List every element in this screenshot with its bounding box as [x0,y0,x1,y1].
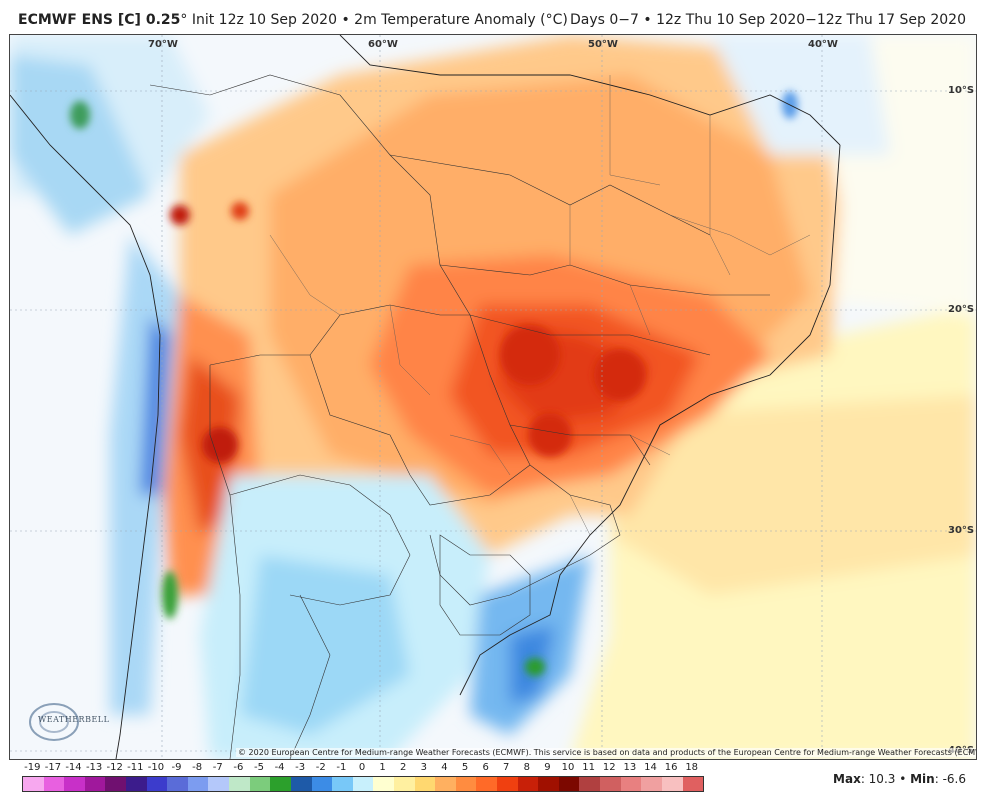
colorbar-label: 2 [400,762,407,773]
colorbar-label: 1 [379,762,386,773]
colorbar-swatch [332,777,353,791]
colorbar-swatch [229,777,250,791]
colorbar-label: -17 [44,762,62,773]
colorbar-label: 3 [420,762,427,773]
colorbar-labels: -19 -17 -14 -13 -12 -11 -10 -9 -8 -7 -6 -5 -4 -3 -2 -1 0… [22,762,702,776]
colorbar-label: 13 [623,762,637,773]
state-borders [269,75,811,536]
colorbar-label: 11 [582,762,596,773]
colorbar-swatch [84,777,106,791]
colorbar-swatch [497,777,518,791]
lat-label-20s: 20°S [948,304,975,315]
colorbar-label: -1 [336,762,347,773]
valid-period: Days 0−7 • 12z Thu 10 Sep 2020−12z Thu 1… [569,12,966,28]
colorbar-swatch [661,777,683,791]
colorbar-swatch [208,777,230,791]
lon-label-60w: 60°W [368,39,398,50]
colorbar-swatch [23,777,44,791]
colorbar-swatch [476,777,498,791]
map-title: ECMWF ENS [C] 0.25° Init 12z 10 Sep 2020… [18,12,568,28]
map-canvas [10,35,976,759]
weatherbell-logo: WEATHERBELL [24,699,110,745]
colorbar-swatch [249,777,271,791]
colorbar-swatch [43,777,65,791]
colorbar-label: 6 [482,762,489,773]
colorbar-swatch [435,777,456,791]
lon-label-40w: 40°W [808,39,838,50]
colorbar-swatch [146,777,168,791]
colorbar-label: 16 [664,762,678,773]
logo-text: WEATHERBELL [38,715,110,724]
map-header: ECMWF ENS [C] 0.25° Init 12z 10 Sep 2020… [0,0,984,34]
max-label: Max [833,772,861,786]
colorbar-label: -14 [65,762,82,773]
colorbar-label: 12 [602,762,616,773]
init-description: Init 12z 10 Sep 2020 • 2m Temperature An… [187,12,568,28]
colorbar-label: -2 [315,762,326,773]
colorbar-label: -3 [295,762,306,773]
temperature-anomaly-map: 70°W 60°W 50°W 40°W 10°S 20°S 30°S 40°S … [9,34,977,760]
colorbar-swatch [64,777,85,791]
colorbar-swatch [579,777,601,791]
min-label: Min [910,772,935,786]
colorbar-swatch [290,777,312,791]
colorbar-label: -13 [85,762,103,773]
logo-swirl-icon [29,703,79,741]
colorbar-swatch [455,777,477,791]
colorbar-swatch [167,777,188,791]
colorbar-label: -10 [147,762,165,773]
colorbar-label: -19 [24,762,41,773]
colorbar-swatch [393,777,415,791]
colorbar-swatch [126,777,147,791]
copyright-notice: © 2020 European Centre for Medium-range … [236,748,976,757]
lat-label-10s: 10°S [948,85,975,96]
model-name: ECMWF ENS [C] 0.25 [18,12,181,28]
colorbar-label: -4 [274,762,285,773]
min-value: : -6.6 [934,772,966,786]
colorbar-label: 0 [358,762,366,773]
colorbar-label: 18 [685,762,699,773]
colorbar-label: -11 [127,762,144,773]
colorbar-label: -7 [212,762,223,773]
colorbar-label: 4 [441,762,448,773]
max-min-summary: Max: 10.3 • Min: -6.6 [833,772,966,786]
colorbar-label: -12 [106,762,123,773]
colorbar-swatch [414,777,436,791]
borders [149,74,770,759]
lon-label-50w: 50°W [588,39,618,50]
max-value: : 10.3 [860,772,896,786]
colorbar-label: -5 [253,762,264,773]
colorbar-swatch [270,777,291,791]
colorbar-swatch [187,777,209,791]
anomaly-hotspots [70,91,798,676]
colorbar-swatch [373,777,394,791]
stats-separator: • [895,772,911,786]
colorbar-swatches [22,776,704,792]
colorbar-label: 5 [461,762,469,773]
colorbar-label: 9 [544,762,551,773]
graticule [10,35,976,759]
lat-label-30s: 30°S [948,525,975,536]
colorbar-swatch [517,777,539,791]
colorbar-label: -8 [192,762,203,773]
colorbar: -19 -17 -14 -13 -12 -11 -10 -9 -8 -7 -6 -5 -4 -3 -2 -1 0… [22,762,704,792]
degree-symbol: ° [180,12,188,28]
colorbar-label: 7 [503,762,510,773]
colorbar-swatch [105,777,127,791]
colorbar-label: -6 [233,762,244,773]
colorbar-swatch [682,777,704,791]
coastlines [10,35,841,759]
colorbar-label: 8 [523,762,531,773]
colorbar-label: -9 [171,762,182,773]
colorbar-label: 14 [644,762,657,773]
colorbar-swatch [620,777,642,791]
colorbar-label: 10 [561,762,575,773]
colorbar-swatch [600,777,621,791]
colorbar-swatch [311,777,333,791]
colorbar-swatch [641,777,662,791]
lon-label-70w: 70°W [148,39,178,50]
colorbar-swatch [352,777,374,791]
colorbar-swatch [538,777,559,791]
colorbar-swatch [558,777,580,791]
